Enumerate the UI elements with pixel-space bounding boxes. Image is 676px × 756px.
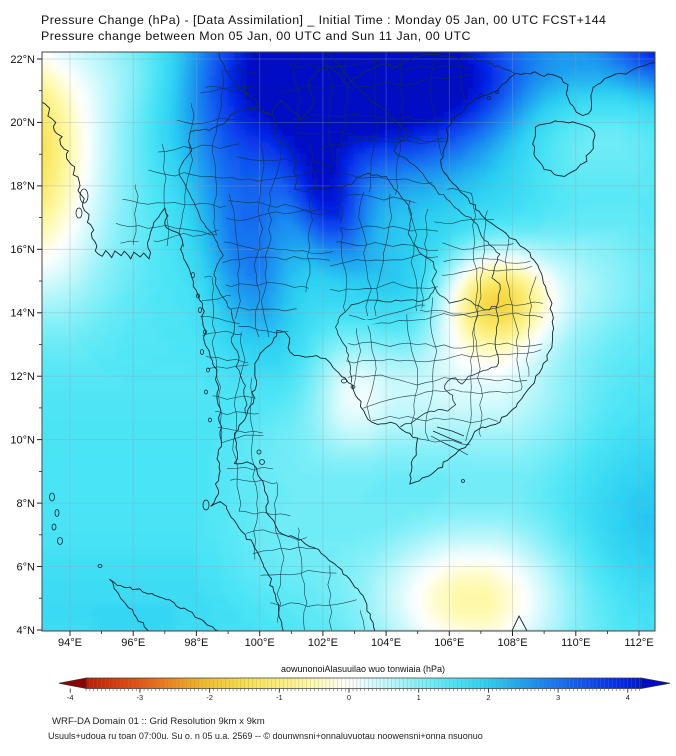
svg-text:20°N: 20°N: [10, 117, 35, 129]
svg-text:0: 0: [347, 693, 351, 702]
svg-text:104°E: 104°E: [371, 637, 401, 649]
svg-text:8°N: 8°N: [17, 498, 36, 510]
svg-text:96°E: 96°E: [121, 637, 145, 649]
svg-text:-1: -1: [276, 693, 283, 702]
svg-text:6°N: 6°N: [17, 561, 36, 573]
svg-text:18°N: 18°N: [10, 181, 35, 193]
svg-text:WRF-DA Domain 01 :: Grid Resol: WRF-DA Domain 01 :: Grid Resolution 9km …: [52, 716, 265, 727]
svg-text:108°E: 108°E: [497, 637, 527, 649]
svg-text:10°N: 10°N: [10, 434, 35, 446]
svg-text:-3: -3: [137, 693, 144, 702]
svg-text:98°E: 98°E: [184, 637, 208, 649]
svg-text:Usuuls+udoua ru toan 07:00u. S: Usuuls+udoua ru toan 07:00u. Su o. n 05 …: [48, 731, 483, 741]
svg-text:1: 1: [417, 693, 421, 702]
svg-text:aowunonoiAlasuuilao wuo tonwia: aowunonoiAlasuuilao wuo tonwiaia (hPa): [281, 664, 445, 674]
svg-text:112°E: 112°E: [624, 637, 653, 649]
svg-text:100°E: 100°E: [245, 637, 275, 649]
svg-text:4: 4: [626, 693, 630, 702]
svg-text:4°N: 4°N: [17, 625, 36, 637]
svg-text:110°E: 110°E: [561, 637, 590, 649]
svg-text:Pressure change between Mon 05: Pressure change between Mon 05 Jan, 00 U…: [41, 29, 471, 43]
svg-text:3: 3: [556, 693, 560, 702]
svg-text:-2: -2: [206, 693, 213, 702]
svg-text:106°E: 106°E: [434, 637, 464, 649]
svg-text:12°N: 12°N: [10, 371, 35, 383]
svg-text:Pressure Change (hPa) - [Data: Pressure Change (hPa) - [Data Assimilati…: [41, 13, 606, 27]
svg-text:-4: -4: [67, 693, 74, 702]
svg-text:102°E: 102°E: [308, 637, 338, 649]
svg-text:2: 2: [486, 693, 490, 702]
svg-text:94°E: 94°E: [58, 637, 82, 649]
svg-text:22°N: 22°N: [10, 54, 35, 66]
svg-text:14°N: 14°N: [10, 308, 35, 320]
svg-text:16°N: 16°N: [10, 244, 35, 256]
